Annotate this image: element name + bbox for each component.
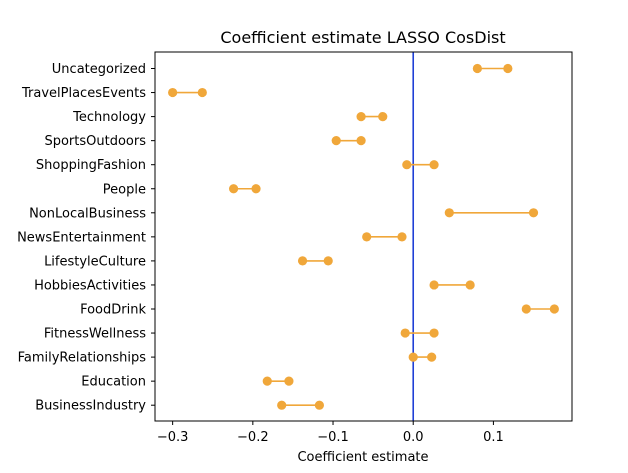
low-point-FamilyRelationships bbox=[408, 352, 418, 362]
high-point-TravelPlacesEvents bbox=[197, 87, 207, 98]
low-point-TravelPlacesEvents bbox=[168, 87, 178, 98]
high-point-LifestyleCulture bbox=[323, 256, 333, 266]
y-tick-label-FitnessWellness: FitnessWellness bbox=[44, 327, 146, 342]
low-point-SportsOutdoors bbox=[331, 136, 341, 146]
plot-marks bbox=[168, 52, 559, 421]
high-point-FoodDrink bbox=[549, 304, 559, 314]
high-point-People bbox=[251, 184, 261, 194]
high-point-FamilyRelationships bbox=[427, 352, 437, 362]
high-point-SportsOutdoors bbox=[356, 136, 366, 146]
y-tick-label-Technology: Technology bbox=[72, 110, 146, 125]
x-tick-label-−0.3: −0.3 bbox=[157, 430, 189, 445]
high-point-BusinessIndustry bbox=[314, 400, 324, 410]
y-tick-label-HobbiesActivities: HobbiesActivities bbox=[34, 278, 146, 293]
low-point-People bbox=[228, 184, 239, 194]
chart-title: Coefficient estimate LASSO CosDist bbox=[220, 28, 505, 47]
y-axis: Uncategorized TravelPlacesEvents Technolog… bbox=[17, 62, 155, 414]
high-point-NonLocalBusiness bbox=[528, 208, 539, 218]
y-tick-label-LifestyleCulture: LifestyleCulture bbox=[44, 254, 146, 269]
x-tick-label-0.1: 0.1 bbox=[483, 430, 504, 445]
y-tick-label-Education: Education bbox=[81, 375, 146, 390]
low-point-NonLocalBusiness bbox=[444, 208, 454, 218]
high-point-HobbiesActivities bbox=[465, 280, 475, 290]
high-point-Uncategorized bbox=[503, 63, 513, 74]
y-tick-label-FoodDrink: FoodDrink bbox=[80, 303, 146, 318]
y-tick-label-TravelPlacesEvents: TravelPlacesEvents bbox=[21, 86, 146, 101]
y-tick-label-NonLocalBusiness: NonLocalBusiness bbox=[29, 206, 146, 221]
y-tick-label-NewsEntertainment: NewsEntertainment bbox=[17, 230, 146, 245]
high-point-ShoppingFashion bbox=[429, 160, 439, 170]
x-tick-label-0.0: 0.0 bbox=[403, 430, 424, 445]
x-axis-label: Coefficient estimate bbox=[297, 450, 428, 465]
x-axis: −0.3 −0.2 −0.1 0.0 0.1 bbox=[157, 421, 504, 445]
y-tick-label-People: People bbox=[103, 182, 146, 197]
low-point-FitnessWellness bbox=[400, 328, 410, 338]
y-tick-label-ShoppingFashion: ShoppingFashion bbox=[36, 158, 146, 173]
y-tick-label-SportsOutdoors: SportsOutdoors bbox=[44, 134, 146, 149]
high-point-Education bbox=[284, 376, 294, 386]
high-point-NewsEntertainment bbox=[397, 232, 407, 242]
low-point-BusinessIndustry bbox=[277, 400, 287, 410]
low-point-LifestyleCulture bbox=[297, 256, 308, 266]
x-tick-label-−0.1: −0.1 bbox=[317, 430, 349, 445]
low-point-HobbiesActivities bbox=[429, 280, 439, 290]
high-point-Technology bbox=[378, 112, 388, 122]
low-point-NewsEntertainment bbox=[362, 232, 372, 242]
y-tick-label-Uncategorized: Uncategorized bbox=[52, 62, 146, 77]
y-tick-label-BusinessIndustry: BusinessIndustry bbox=[35, 399, 146, 414]
low-point-Uncategorized bbox=[472, 63, 482, 74]
y-tick-label-FamilyRelationships: FamilyRelationships bbox=[18, 351, 147, 366]
high-point-FitnessWellness bbox=[429, 328, 439, 338]
low-point-FoodDrink bbox=[521, 304, 531, 314]
low-point-Technology bbox=[356, 112, 366, 122]
low-point-ShoppingFashion bbox=[402, 160, 412, 170]
low-point-Education bbox=[262, 376, 272, 386]
x-tick-label-−0.2: −0.2 bbox=[237, 430, 269, 445]
